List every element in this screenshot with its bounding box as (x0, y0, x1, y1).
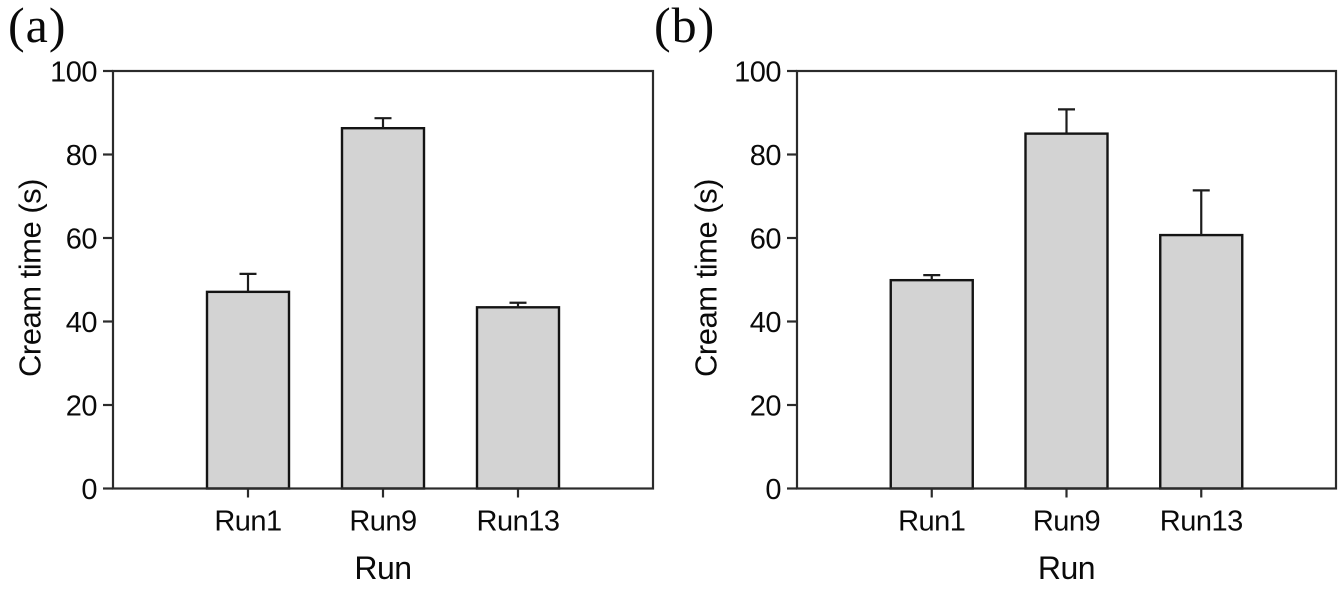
panel-a-bar-run13 (475, 306, 561, 490)
panel-b-x-tick-label-run1: Run1 (898, 506, 965, 538)
panel-a-x-axis-title: Run (354, 550, 412, 586)
panel-b-y-tick-label: 100 (734, 57, 781, 89)
panel-b-label: (b) (654, 0, 716, 53)
panel-b-x-tick-label-run13: Run13 (1160, 506, 1243, 538)
panel-a-plot-frame (111, 69, 655, 490)
panel-b-plot-frame (795, 69, 1338, 490)
panel-b-x-tick-label-run9: Run9 (1033, 506, 1100, 538)
panel-b-y-tick-label: 20 (750, 391, 781, 423)
panel-b-y-tick-label: 60 (750, 224, 781, 256)
panel-a-y-tick-label: 100 (50, 57, 97, 89)
panel-b-x-axis-title: Run (1037, 550, 1096, 586)
panel-b-y-tick-label: 0 (765, 474, 781, 506)
panel-b-bar-run1 (889, 278, 974, 490)
panel-a-y-tick-label: 0 (81, 474, 97, 506)
panel-a-x-tick-label-run1: Run1 (214, 506, 281, 538)
panel-a-x-tick-label-run9: Run9 (349, 506, 416, 538)
panel-a-bar-run1 (205, 290, 291, 490)
panel-a-x-tick-label-run13: Run13 (477, 506, 560, 538)
panel-b-y-tick-label: 80 (750, 140, 781, 172)
panel-a-y-tick-label: 60 (66, 224, 97, 256)
panel-a-bar-run9 (340, 126, 426, 490)
panel-a-y-tick-label: 80 (66, 140, 97, 172)
panel-a-y-tick-label: 40 (66, 307, 97, 339)
panel-a-y-tick-label: 20 (66, 391, 97, 423)
panel-b-y-tick-label: 40 (750, 307, 781, 339)
panel-b-bar-run9 (1024, 132, 1109, 490)
panel-a-label: (a) (8, 0, 67, 53)
panel-b-bar-run13 (1159, 233, 1244, 490)
